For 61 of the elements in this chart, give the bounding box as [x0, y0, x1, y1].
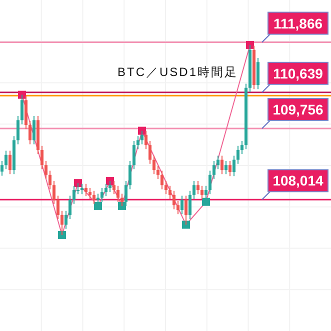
candlestick	[92, 190, 96, 204]
candlestick	[136, 136, 140, 150]
candlestick	[104, 183, 108, 197]
candlestick	[52, 180, 56, 204]
candlestick	[212, 160, 216, 180]
candlestick	[72, 185, 76, 204]
candlestick	[220, 155, 224, 175]
candlestick	[152, 155, 156, 175]
candlestick	[44, 160, 48, 180]
candlestick	[28, 120, 32, 145]
candlestick	[208, 170, 212, 195]
ref-line-label: 111,866	[273, 15, 323, 32]
candlestick	[168, 185, 172, 200]
candlestick	[140, 130, 144, 145]
candlestick	[232, 155, 236, 177]
candlestick	[184, 195, 188, 226]
candlestick	[160, 170, 164, 190]
candlestick	[100, 187, 104, 202]
candlestick	[116, 185, 120, 202]
candlestick	[144, 130, 148, 150]
candlestick	[4, 150, 8, 170]
candlestick	[240, 140, 244, 155]
candlestick	[80, 183, 84, 195]
candlestick	[228, 160, 232, 177]
candlestick	[156, 165, 160, 180]
ref-line-label: 108,014	[272, 172, 324, 189]
candlestick	[256, 58, 260, 90]
candlestick	[180, 195, 184, 215]
candlestick	[60, 210, 64, 236]
candlestick	[124, 180, 128, 206]
candlestick	[200, 185, 204, 200]
candlestick	[16, 116, 20, 145]
candlestick	[120, 193, 124, 206]
candlestick	[188, 190, 192, 220]
candlestick	[196, 180, 200, 195]
ref-line-label: 109,756	[272, 101, 324, 118]
candlestick	[68, 195, 72, 220]
candlestick	[88, 187, 92, 200]
candlestick	[48, 170, 52, 190]
candlestick	[8, 150, 12, 175]
candlestick	[32, 116, 36, 145]
candlestick	[40, 145, 44, 170]
candlestick	[236, 145, 240, 164]
candlestick	[132, 140, 136, 170]
ref-line-label: 110,639	[273, 65, 324, 82]
candlestick	[216, 155, 220, 170]
candlestick	[84, 183, 88, 197]
candlestick	[56, 195, 60, 220]
candlestick	[20, 94, 24, 125]
candlestick	[172, 190, 176, 210]
candlestick	[108, 180, 112, 193]
candlestick	[224, 160, 228, 175]
text: BTC／USD1時間足	[117, 65, 238, 79]
candlestick	[176, 200, 180, 215]
candlestick	[148, 140, 152, 164]
candlestick	[112, 180, 116, 195]
candlestick	[164, 180, 168, 195]
candlestick	[0, 160, 4, 176]
candlestick	[128, 160, 132, 190]
candlestick	[192, 180, 196, 200]
candlestick	[64, 210, 68, 230]
